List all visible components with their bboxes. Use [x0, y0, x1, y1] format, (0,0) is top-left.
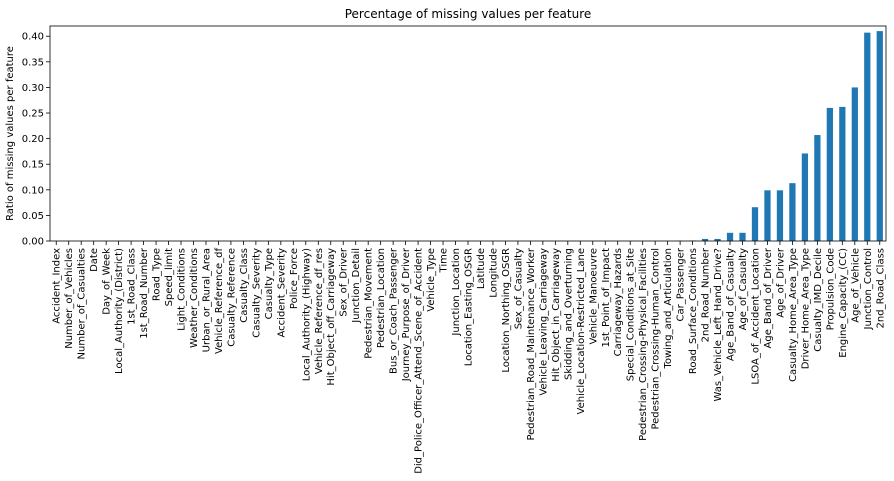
x-tick-label: Skidding_and_Overturning	[563, 248, 574, 380]
bar	[701, 238, 709, 241]
x-tick-label: Towing_and_Articulation	[663, 248, 674, 370]
y-tick-label: 0.30	[22, 83, 44, 94]
x-tick-label: Pedestrian_Location	[376, 248, 387, 348]
x-tick-label: 1st_Road_Number	[139, 247, 150, 339]
x-tick-label: Casualty_IMD_Decile	[813, 248, 824, 352]
x-tick-label: Road_Type	[152, 248, 163, 301]
x-tick-label: Age_of_Driver	[775, 247, 786, 318]
x-tick-label: Casualty_Home_Area_Type	[788, 248, 799, 382]
bar	[801, 153, 809, 241]
x-tick-label: Journey_Purpose_of_Driver	[401, 247, 412, 382]
x-tick-label: Time	[439, 248, 450, 273]
x-tick-label: Accident_Index	[52, 248, 63, 324]
x-tick-label: Did_Police_Officer_Attend_Scene_of_Accid…	[414, 248, 425, 474]
y-tick-label: 0.10	[22, 185, 44, 196]
x-tick-label: LSOA_of_Accident_Location	[750, 248, 761, 385]
y-tick-label: 0.25	[22, 109, 44, 120]
x-tick-label: Hit_Object_in_Carriageway	[551, 248, 562, 382]
x-tick-label: Vehicle_Leaving_Carriageway	[538, 248, 549, 396]
x-tick-label: Road_Surface_Conditions	[688, 248, 699, 374]
x-tick-label: Junction_Detail	[351, 248, 362, 324]
x-tick-label: Accident_Severity	[276, 248, 287, 338]
x-tick-label: Light_Conditions	[177, 248, 188, 331]
x-tick-label: Vehicle_Type	[426, 248, 437, 312]
x-tick-label: Hit_Object_off_Carriageway	[326, 248, 337, 386]
x-tick-label: Sex_of_Casualty	[513, 248, 524, 329]
y-tick-label: 0.35	[22, 57, 44, 68]
x-tick-label: Number_of_Casualties	[77, 248, 88, 359]
x-tick-label: Age_Band_of_Driver	[763, 247, 774, 348]
x-tick-label: Latitude	[476, 248, 487, 289]
y-tick-label: 0.15	[22, 160, 44, 171]
y-tick-label: 0.20	[22, 134, 44, 145]
x-tick-label: Carriageway_Hazards	[613, 248, 624, 356]
y-axis: 0.00 0.05 0.10 0.15 0.20 0.25 0.30 0.35 0.40	[22, 32, 50, 248]
bar	[726, 232, 734, 241]
x-tick-label: Vehicle_Location-Restricted_Lane	[576, 248, 587, 414]
plot-frame	[49, 25, 887, 242]
x-tick-label: Age_of_Vehicle	[850, 248, 861, 323]
bar	[839, 106, 846, 241]
x-tick-label: Driver_Home_Area_Type	[800, 248, 811, 369]
bar	[751, 207, 759, 241]
x-tick-label: Engine_Capacity_(CC)	[838, 248, 849, 358]
x-tick-label: Casualty_Class	[239, 248, 250, 323]
x-tick-label: Age_of_Casualty	[738, 248, 749, 330]
x-tick-label: Day_of_Week	[102, 248, 113, 315]
bar	[814, 135, 821, 241]
x-tick-label: Special_Conditions_at_Site	[626, 248, 637, 381]
x-tick-label: Casualty_Reference	[226, 248, 237, 347]
bar	[764, 190, 771, 241]
y-tick-label: 0.00	[22, 237, 44, 248]
x-axis: Accident_Index Number_of_Vehicles Number_o…	[52, 241, 886, 474]
x-tick-label: Number_of_Vehicles	[64, 248, 75, 349]
x-tick-label: Location_Easting_OSGR	[464, 248, 475, 366]
x-tick-label: Car_Passenger	[676, 247, 687, 321]
x-tick-label: Vehicle_Reference_df	[214, 248, 225, 354]
x-tick-label: Junction_Location	[451, 248, 462, 337]
x-tick-label: Casualty_Type	[264, 248, 275, 319]
x-tick-label: Junction_Control	[863, 248, 874, 330]
bar	[864, 32, 871, 242]
x-tick-label: Urban_or_Rural_Area	[201, 248, 212, 352]
x-tick-label: Propulsion_Code	[825, 248, 836, 330]
bar	[739, 232, 746, 241]
x-tick-label: 1st_Point_of_Impact	[601, 248, 612, 348]
y-tick-label: 0.05	[22, 211, 44, 222]
x-tick-label: Sex_of_Driver	[339, 247, 350, 317]
x-tick-label: Pedestrian_Crossing-Human_Control	[651, 248, 662, 430]
x-tick-label: Vehicle_Reference_df_res	[314, 248, 325, 374]
x-tick-label: Date	[89, 248, 100, 272]
x-tick-label: Weather_Conditions	[189, 248, 200, 348]
x-tick-label: Local_Authority_(Highway)	[301, 248, 312, 381]
bar	[776, 190, 784, 241]
x-tick-label: Age_Band_of_Casualty	[726, 248, 737, 361]
x-tick-label: Police_Force	[289, 248, 300, 309]
x-tick-label: Casualty_Severity	[251, 248, 262, 338]
bar	[789, 183, 796, 241]
x-tick-label: Pedestrian_Crossing-Physical_Facilities	[638, 248, 649, 441]
bar	[714, 238, 721, 241]
y-tick-label: 0.40	[22, 32, 44, 43]
bar	[876, 31, 883, 241]
x-tick-label: Bus_or_Coach_Passenger	[389, 247, 400, 374]
y-axis-label: Ratio of missing values per feature	[5, 46, 16, 221]
bar-series	[677, 31, 883, 242]
x-tick-label: Location_Northing_OSGR	[501, 248, 512, 373]
chart-title: Percentage of missing values per feature	[345, 7, 592, 21]
bar	[826, 107, 833, 242]
x-tick-label: Vehicle_Manoeuvre	[588, 248, 599, 344]
x-tick-label: 2nd_Road_Number	[701, 247, 712, 342]
x-tick-label: Longitude	[488, 248, 499, 298]
x-tick-label: Pedestrian_Road_Maintenance_Worker	[526, 247, 537, 440]
x-tick-label: 2nd_Road_Class	[875, 248, 886, 328]
bar	[851, 87, 858, 241]
x-tick-label: Local_Authority_(District)	[114, 248, 125, 374]
x-tick-label: Pedestrian_Movement	[364, 248, 375, 359]
x-tick-label: Speed_limit	[164, 248, 175, 306]
x-tick-label: Was_Vehicle_Left_Hand_Drive?	[713, 248, 724, 401]
x-tick-label: 1st_Road_Class	[127, 248, 138, 325]
